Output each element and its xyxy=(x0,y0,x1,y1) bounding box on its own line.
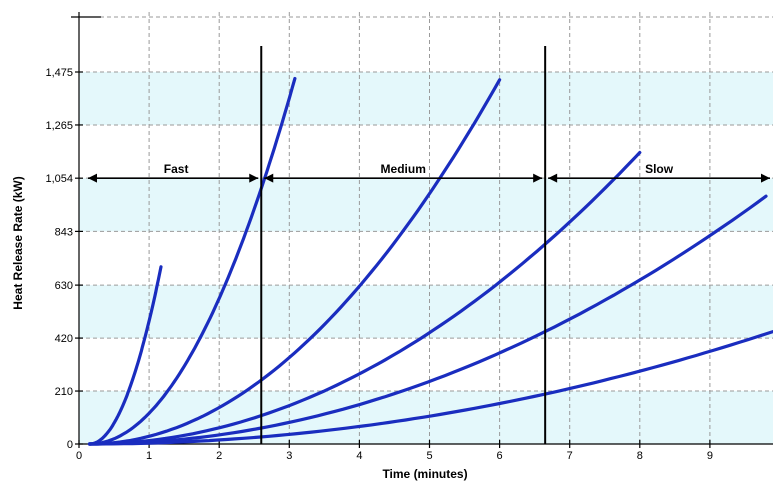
x-tick-label: 5 xyxy=(426,450,432,462)
shaded-bands xyxy=(79,72,773,444)
region-label-fast: Fast xyxy=(164,162,189,176)
shaded-band-2 xyxy=(79,178,773,232)
x-tick-label: 6 xyxy=(497,450,503,462)
y-tick-label: 0 xyxy=(67,439,73,451)
region-arrow-right-slow xyxy=(760,173,770,183)
region-arrow-right-medium xyxy=(533,173,543,183)
region-arrow-right-fast xyxy=(249,173,259,183)
x-tick-label: 7 xyxy=(567,450,573,462)
y-tick-label: 1,265 xyxy=(45,120,73,132)
y-tick-label: 1,054 xyxy=(45,173,73,185)
curve-450s xyxy=(87,150,642,446)
x-tick-label: 4 xyxy=(356,450,362,462)
curve-900s xyxy=(87,330,773,446)
region-arrow-left-fast xyxy=(88,173,97,183)
y-axis-title: Heat Release Rate (kW) xyxy=(11,176,25,309)
region-label-slow: Slow xyxy=(645,162,674,176)
y-tick-label: 1,475 xyxy=(45,67,73,79)
shaded-band-3 xyxy=(79,72,773,125)
region-arrow-left-slow xyxy=(548,173,558,183)
x-tick-label: 0 xyxy=(76,450,82,462)
y-tick-label: 210 xyxy=(55,386,73,398)
x-tick-label: 1 xyxy=(146,450,152,462)
region-label-medium: Medium xyxy=(381,162,426,176)
region-arrow-left-medium xyxy=(264,173,274,183)
y-tick-label: 630 xyxy=(55,280,73,292)
curve-75s xyxy=(87,265,163,446)
x-tick-label: 3 xyxy=(286,450,292,462)
y-tick-label: 420 xyxy=(55,333,73,345)
x-tick-label: 8 xyxy=(637,450,643,462)
growth-curves xyxy=(87,76,773,446)
x-tick-label: 9 xyxy=(707,450,713,462)
y-tick-label: 843 xyxy=(55,226,73,238)
curve-600s xyxy=(87,194,768,446)
x-tick-label: 2 xyxy=(216,450,222,462)
region-annotations: Fast Medium Slow xyxy=(88,46,770,444)
x-axis-title: Time (minutes) xyxy=(382,467,467,481)
axes xyxy=(71,12,773,448)
curve-300s xyxy=(87,78,502,446)
shaded-band-1 xyxy=(79,285,773,339)
tick-labels: 0 210 420 630 843 1,054 1,265 1,475 0 1 2 3 4 5 6 7 8 9 xyxy=(45,67,712,462)
curve-150s xyxy=(87,76,297,446)
